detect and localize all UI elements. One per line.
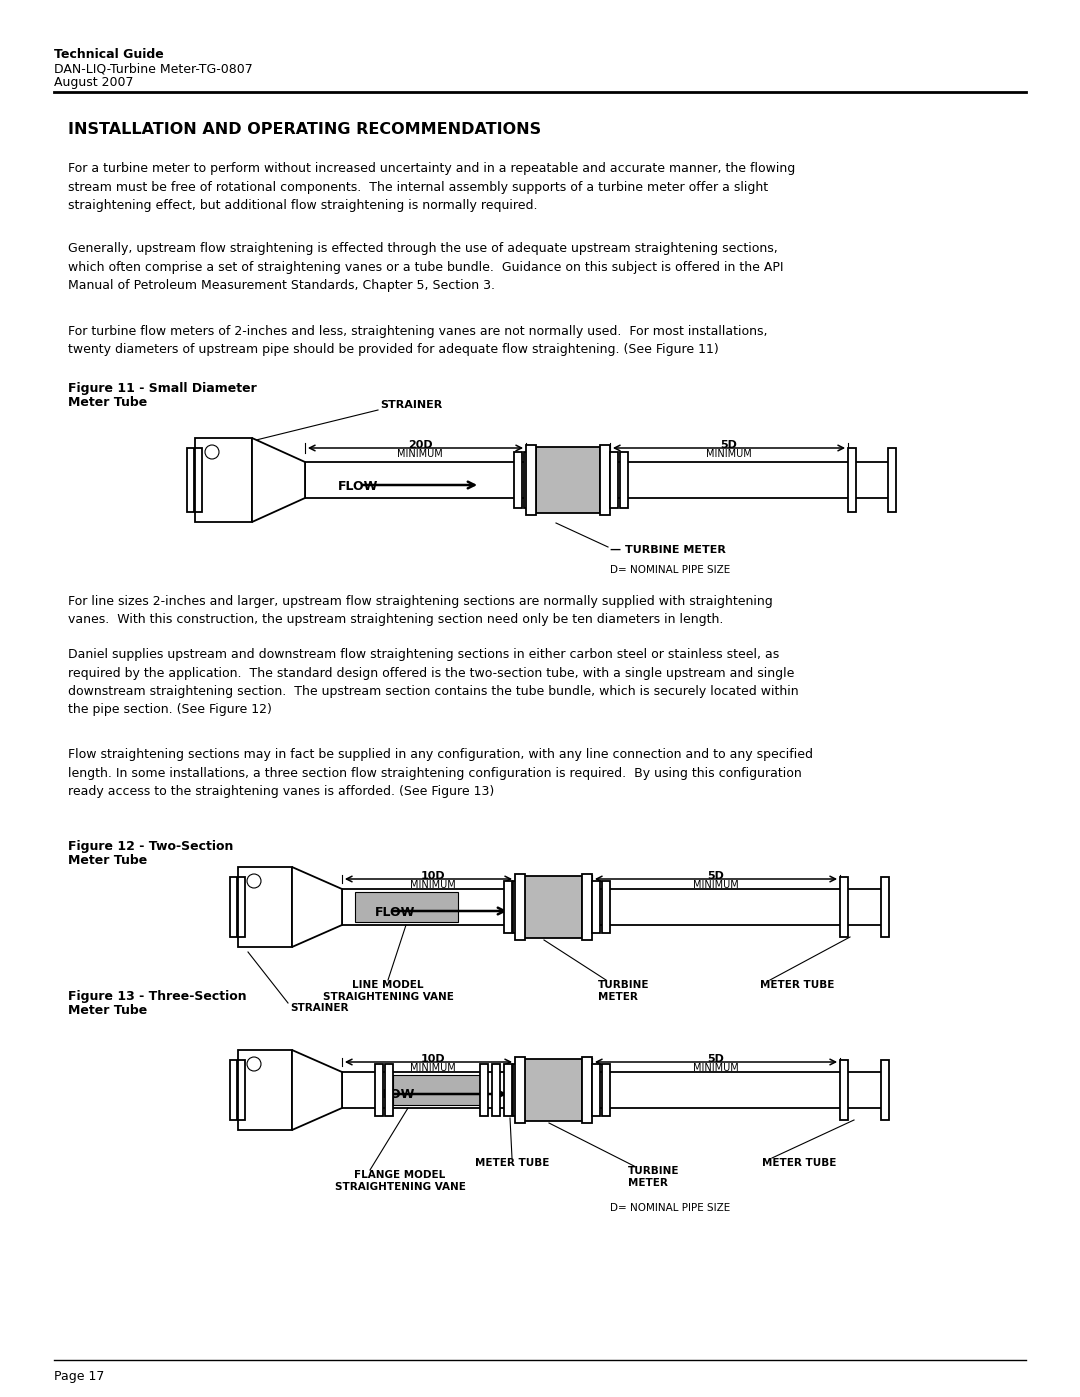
Bar <box>384 1065 393 1116</box>
Bar <box>610 453 618 509</box>
Bar <box>514 453 522 509</box>
Text: Daniel supplies upstream and downstream flow straightening sections in either ca: Daniel supplies upstream and downstream … <box>68 648 798 717</box>
Text: For line sizes 2-inches and larger, upstream flow straightening sections are nor: For line sizes 2-inches and larger, upst… <box>68 595 773 626</box>
Bar <box>536 447 600 513</box>
Text: Figure 12 - Two-Section: Figure 12 - Two-Section <box>68 840 233 854</box>
Text: Meter Tube: Meter Tube <box>68 854 147 868</box>
Text: 10D: 10D <box>421 870 445 882</box>
Text: METER TUBE: METER TUBE <box>762 1158 836 1168</box>
Polygon shape <box>292 868 342 947</box>
Polygon shape <box>292 1051 342 1130</box>
Text: FLANGE MODEL
STRAIGHTENING VANE: FLANGE MODEL STRAIGHTENING VANE <box>335 1171 465 1193</box>
Bar <box>480 1065 488 1116</box>
Polygon shape <box>252 439 305 522</box>
Circle shape <box>205 446 219 460</box>
Text: Figure 11 - Small Diameter: Figure 11 - Small Diameter <box>68 381 257 395</box>
Bar <box>600 446 610 515</box>
Text: August 2007: August 2007 <box>54 75 134 89</box>
Text: MINIMUM: MINIMUM <box>410 880 456 890</box>
Bar <box>195 448 202 511</box>
Text: Meter Tube: Meter Tube <box>68 1004 147 1017</box>
Text: Page 17: Page 17 <box>54 1370 105 1383</box>
Bar <box>888 448 896 511</box>
Text: 5D: 5D <box>720 440 738 450</box>
Bar <box>342 888 888 925</box>
Text: METER TUBE: METER TUBE <box>760 981 835 990</box>
Text: Meter Tube: Meter Tube <box>68 395 147 409</box>
Bar <box>582 1058 592 1123</box>
Text: Technical Guide: Technical Guide <box>54 47 164 61</box>
Bar <box>513 1065 521 1116</box>
Text: D= NOMINAL PIPE SIZE: D= NOMINAL PIPE SIZE <box>610 1203 730 1213</box>
Text: — TURBINE METER: — TURBINE METER <box>610 545 726 555</box>
Bar <box>526 446 536 515</box>
Bar <box>238 877 245 937</box>
Bar <box>230 877 237 937</box>
Bar <box>238 1060 245 1120</box>
Bar <box>355 893 458 922</box>
Text: 10D: 10D <box>421 1053 445 1065</box>
Bar <box>515 875 525 940</box>
Text: INSTALLATION AND OPERATING RECOMMENDATIONS: INSTALLATION AND OPERATING RECOMMENDATIO… <box>68 122 541 137</box>
Text: Flow straightening sections may in fact be supplied in any configuration, with a: Flow straightening sections may in fact … <box>68 747 813 798</box>
Bar <box>881 877 889 937</box>
Bar <box>840 1060 848 1120</box>
Bar <box>592 1065 600 1116</box>
Text: STRAINER: STRAINER <box>380 400 442 409</box>
Text: 5D: 5D <box>707 1053 725 1065</box>
Bar <box>592 882 600 933</box>
Bar <box>305 462 895 497</box>
Text: MINIMUM: MINIMUM <box>693 1063 739 1073</box>
Bar <box>524 1059 582 1120</box>
Bar <box>342 1071 888 1108</box>
Bar <box>195 439 252 522</box>
Text: MINIMUM: MINIMUM <box>693 880 739 890</box>
Text: 20D: 20D <box>407 440 432 450</box>
Text: Figure 13 - Three-Section: Figure 13 - Three-Section <box>68 990 246 1003</box>
Text: 5D: 5D <box>707 870 725 882</box>
Bar <box>513 882 521 933</box>
Bar <box>492 1065 500 1116</box>
Bar <box>375 1065 383 1116</box>
Bar <box>238 1051 292 1130</box>
Text: FLOW: FLOW <box>375 1088 416 1101</box>
Bar <box>881 1060 889 1120</box>
Bar <box>504 1065 512 1116</box>
Text: STRAINER: STRAINER <box>291 1003 349 1013</box>
Circle shape <box>247 1058 261 1071</box>
Text: MINIMUM: MINIMUM <box>410 1063 456 1073</box>
Text: Generally, upstream flow straightening is effected through the use of adequate u: Generally, upstream flow straightening i… <box>68 242 783 292</box>
Bar <box>602 882 610 933</box>
Bar <box>238 868 292 947</box>
Text: FLOW: FLOW <box>375 905 416 918</box>
Text: DAN-LIQ-Turbine Meter-TG-0807: DAN-LIQ-Turbine Meter-TG-0807 <box>54 61 253 75</box>
Bar <box>504 882 512 933</box>
Bar <box>524 876 582 937</box>
Text: MINIMUM: MINIMUM <box>397 448 443 460</box>
Circle shape <box>247 875 261 888</box>
Text: For turbine flow meters of 2-inches and less, straightening vanes are not normal: For turbine flow meters of 2-inches and … <box>68 326 768 356</box>
Bar <box>840 877 848 937</box>
Text: D= NOMINAL PIPE SIZE: D= NOMINAL PIPE SIZE <box>610 564 730 576</box>
Bar <box>582 875 592 940</box>
Bar <box>602 1065 610 1116</box>
Bar <box>187 448 194 511</box>
Text: For a turbine meter to perform without increased uncertainty and in a repeatable: For a turbine meter to perform without i… <box>68 162 795 212</box>
Bar <box>230 1060 237 1120</box>
Text: TURBINE
METER: TURBINE METER <box>598 981 649 1003</box>
Text: FLOW: FLOW <box>338 479 378 493</box>
Bar <box>524 453 532 509</box>
Text: LINE MODEL
STRAIGHTENING VANE: LINE MODEL STRAIGHTENING VANE <box>323 981 454 1003</box>
Bar <box>620 453 627 509</box>
Bar <box>515 1058 525 1123</box>
Text: TURBINE
METER: TURBINE METER <box>627 1166 679 1189</box>
Text: METER TUBE: METER TUBE <box>475 1158 550 1168</box>
Text: MINIMUM: MINIMUM <box>706 448 752 460</box>
Bar <box>393 1076 480 1105</box>
Bar <box>848 448 856 511</box>
